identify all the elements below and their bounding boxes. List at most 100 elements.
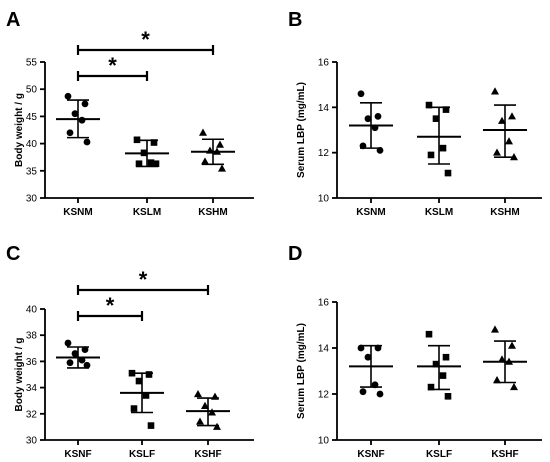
x-tick-label: KSNF xyxy=(357,449,384,460)
panel-b: B 10 12 14 16 Serum LBP (mg/mL) KSNM KSLM KSHM xyxy=(288,9,542,218)
data-point xyxy=(508,112,516,120)
panel-a: A 30 35 40 45 50 55 Body weight / g KSNM KSLM KSHM… xyxy=(6,9,254,218)
data-point xyxy=(66,129,74,137)
data-point xyxy=(359,142,367,150)
data-point xyxy=(213,422,221,430)
data-point xyxy=(376,147,384,154)
significance-star: * xyxy=(139,267,148,292)
data-point xyxy=(427,383,435,391)
data-point xyxy=(196,417,204,425)
y-axis-label: Serum LBP (mg/mL) xyxy=(296,82,307,178)
significance-star: * xyxy=(106,293,115,318)
data-point xyxy=(142,392,150,399)
data-point xyxy=(371,381,379,389)
y-tick-label: 40 xyxy=(26,305,38,316)
data-point xyxy=(376,390,384,398)
y-tick-label: 32 xyxy=(26,409,38,420)
y-tick-label: 40 xyxy=(26,139,38,150)
data-point xyxy=(133,136,141,144)
x-tick-label: KSLF xyxy=(426,449,452,460)
y-axis-label: Serum LBP (mg/mL) xyxy=(296,323,307,419)
data-point xyxy=(357,344,365,352)
data-point xyxy=(491,325,499,333)
data-point xyxy=(150,139,158,146)
data-point xyxy=(491,87,499,95)
y-axis-label: Body weight / g xyxy=(14,93,25,167)
significance-star: * xyxy=(108,53,117,78)
data-point xyxy=(128,369,136,377)
y-tick-label: 35 xyxy=(26,166,38,177)
data-point xyxy=(199,128,207,136)
data-point xyxy=(493,376,501,384)
data-point xyxy=(216,140,224,148)
data-point xyxy=(194,389,202,398)
y-tick-label: 34 xyxy=(26,383,38,394)
x-tick-label: KSLM xyxy=(133,207,161,218)
panel-label: D xyxy=(288,243,302,265)
panel-label: A xyxy=(6,9,20,31)
y-tick-label: 12 xyxy=(318,390,330,401)
data-point xyxy=(439,372,447,379)
y-tick-label: 30 xyxy=(26,436,38,447)
data-point xyxy=(135,160,143,168)
data-point xyxy=(444,393,452,400)
x-tick-label: KSHM xyxy=(198,207,227,218)
data-point xyxy=(508,341,516,349)
x-tick-label: KSNM xyxy=(356,207,385,218)
data-point xyxy=(364,353,372,361)
y-tick-label: 16 xyxy=(318,298,330,309)
x-tick-label: KSHF xyxy=(491,449,518,460)
x-tick-label: KSHM xyxy=(490,207,519,218)
data-point xyxy=(439,144,447,152)
data-point xyxy=(493,148,501,156)
data-point xyxy=(81,100,89,108)
data-point xyxy=(498,355,506,363)
panel-label: B xyxy=(288,9,302,31)
data-point xyxy=(357,90,365,98)
data-point xyxy=(201,401,209,409)
y-tick-label: 30 xyxy=(26,194,38,205)
y-tick-label: 10 xyxy=(318,436,330,447)
data-point xyxy=(510,382,518,391)
y-tick-label: 38 xyxy=(26,331,38,342)
data-point xyxy=(206,146,214,154)
data-point xyxy=(147,159,155,166)
data-point xyxy=(432,360,440,368)
panel-c: C 30 32 34 36 38 40 Body weight / g KSNF KSLF KSHF… xyxy=(6,243,254,460)
data-point xyxy=(371,124,379,132)
data-point xyxy=(201,157,209,165)
data-point xyxy=(505,137,513,145)
data-point xyxy=(78,116,86,124)
y-tick-label: 14 xyxy=(318,344,330,355)
y-tick-label: 36 xyxy=(26,357,38,368)
data-point xyxy=(81,346,89,354)
x-tick-label: KSHF xyxy=(194,449,221,460)
data-point xyxy=(498,116,506,124)
data-point xyxy=(505,357,513,365)
data-point xyxy=(364,115,372,123)
x-tick-label: KSLF xyxy=(129,449,155,460)
data-point xyxy=(83,138,91,146)
x-tick-label: KSNF xyxy=(64,449,91,460)
data-point xyxy=(427,151,435,159)
data-point xyxy=(145,371,153,378)
data-point xyxy=(135,377,143,385)
data-point xyxy=(444,169,452,177)
data-point xyxy=(208,408,216,416)
data-point xyxy=(152,160,160,168)
y-tick-label: 10 xyxy=(318,194,330,205)
data-point xyxy=(71,110,79,118)
significance-star: * xyxy=(141,27,150,52)
data-point xyxy=(374,113,382,120)
data-point xyxy=(83,361,91,369)
data-point xyxy=(359,388,367,396)
data-point xyxy=(64,92,72,100)
data-point xyxy=(442,353,450,361)
data-point xyxy=(71,350,79,357)
data-point xyxy=(425,330,433,338)
y-tick-label: 50 xyxy=(26,85,38,96)
data-point xyxy=(78,356,86,364)
x-tick-label: KSNM xyxy=(63,207,92,218)
y-tick-label: 55 xyxy=(26,58,38,69)
